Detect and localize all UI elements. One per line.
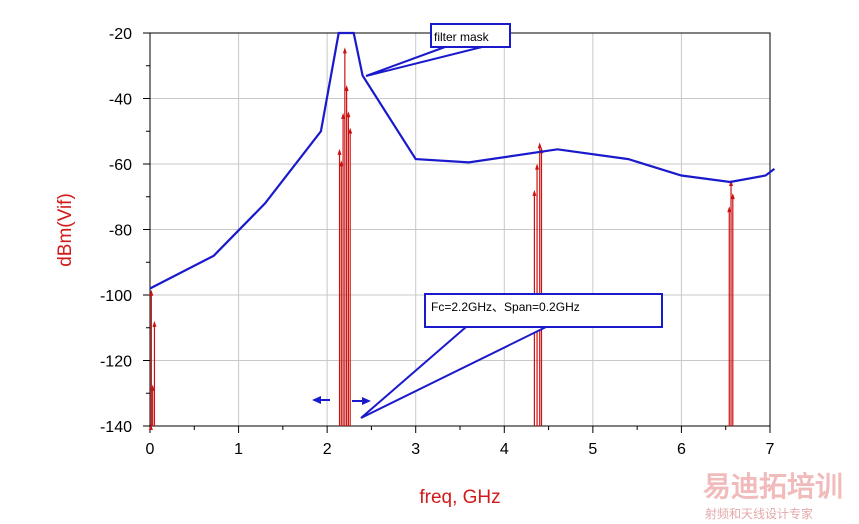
y-tick-label: -120 <box>100 354 132 371</box>
x-axis-label: freq, GHz <box>419 487 500 508</box>
watermark: 易迪拓培训 射频和天线设计专家 <box>703 470 843 521</box>
spectral-line-marker <box>148 424 153 430</box>
x-tick-label: 0 <box>146 441 155 458</box>
y-tick-label: -20 <box>109 26 132 43</box>
spectral-line-marker <box>532 189 537 196</box>
spectral-line-marker <box>537 142 542 149</box>
spectral-line-marker <box>149 289 154 296</box>
filter-mask-callout: filter mask <box>365 23 511 77</box>
spectral-line-marker <box>341 112 346 119</box>
spectral-line-marker <box>727 206 732 213</box>
y-axis-ticks: -20 -40 -60 -80 -100 -120 -140 <box>100 26 150 436</box>
spectral-line-marker <box>337 148 342 155</box>
x-tick-label: 6 <box>677 441 686 458</box>
x-tick-label: 3 <box>411 441 420 458</box>
spectral-line-marker <box>346 111 351 118</box>
x-tick-label: 4 <box>500 441 509 458</box>
y-tick-label: -140 <box>100 419 132 436</box>
plot-grid <box>150 33 770 426</box>
x-tick-label: 1 <box>234 441 243 458</box>
y-tick-label: -100 <box>100 288 132 305</box>
x-axis-ticks: 0 1 2 3 4 5 6 7 <box>146 426 775 458</box>
filter-mask-callout-text: filter mask <box>434 30 490 44</box>
watermark-main-text: 易迪拓培训 <box>703 470 843 503</box>
span-arrows <box>312 396 371 405</box>
fc-span-callout-text: Fc=2.2GHz、Span=0.2GHz <box>431 300 580 314</box>
spectral-line-marker <box>535 163 540 170</box>
spectral-line-marker <box>344 85 349 92</box>
spectral-line-marker <box>150 384 155 391</box>
watermark-sub-text: 射频和天线设计专家 <box>705 506 813 521</box>
spectral-line-marker <box>152 320 157 327</box>
y-axis-label: dBm(Vif) <box>55 193 76 267</box>
y-tick-label: -60 <box>109 157 132 174</box>
x-tick-label: 7 <box>766 441 775 458</box>
spectral-lines <box>148 47 735 430</box>
y-tick-label: -40 <box>109 92 132 109</box>
filter-mask-line <box>149 31 776 290</box>
fc-span-callout: Fc=2.2GHz、Span=0.2GHz <box>360 293 663 419</box>
spectral-line-marker <box>729 180 734 187</box>
spectral-line-marker <box>342 47 347 54</box>
spectral-line-marker <box>730 193 735 200</box>
spectral-line-marker <box>348 127 353 134</box>
x-tick-label: 5 <box>588 441 597 458</box>
y-tick-label: -80 <box>109 223 132 240</box>
x-tick-label: 2 <box>323 441 332 458</box>
spectral-line-marker <box>339 160 344 167</box>
